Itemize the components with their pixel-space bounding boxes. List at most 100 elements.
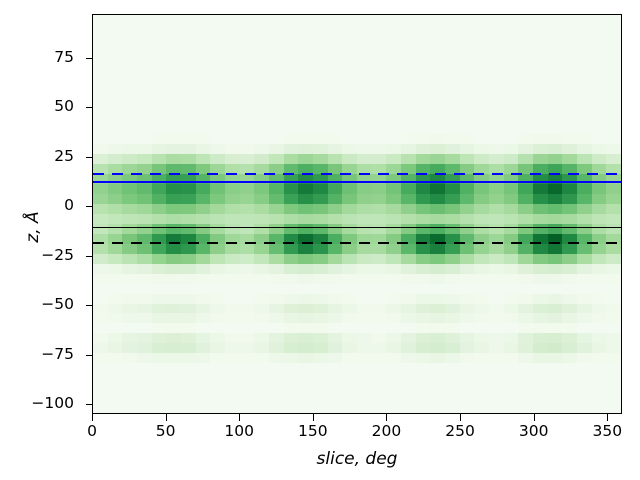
heatmap-cell (371, 144, 387, 155)
heatmap-cell (503, 154, 519, 165)
heatmap-cell (239, 263, 255, 274)
heatmap-cell (298, 104, 313, 115)
heatmap-cell (283, 94, 299, 105)
heatmap-cell (195, 403, 211, 413)
heatmap-cell (166, 363, 181, 374)
heatmap-cell (313, 184, 328, 195)
heatmap-cell (606, 303, 621, 314)
heatmap-cell (181, 15, 196, 25)
heatmap-cell (254, 154, 269, 165)
heatmap-cell (386, 44, 401, 55)
heatmap-cell (283, 293, 299, 304)
heatmap-cell (269, 64, 284, 75)
heatmap-cell (547, 24, 563, 35)
heatmap-cell (181, 333, 196, 344)
heatmap-cell (371, 233, 387, 244)
heatmap-cell (474, 343, 489, 354)
heatmap-cell (225, 84, 240, 95)
heatmap-cell (210, 194, 225, 205)
heatmap-cell (122, 393, 137, 404)
heatmap-cell (371, 154, 387, 165)
heatmap-cell (342, 263, 357, 274)
heatmap-cell (430, 94, 445, 105)
heatmap-cell (474, 223, 489, 234)
heatmap-cell (195, 263, 211, 274)
heatmap-cell (577, 403, 592, 413)
heatmap-cell (474, 154, 489, 165)
heatmap-cell (137, 164, 152, 175)
heatmap-cell (591, 44, 607, 55)
heatmap-cell (210, 383, 225, 394)
heatmap-cell (357, 154, 372, 165)
heatmap-cell (445, 333, 460, 344)
heatmap-cell (547, 84, 563, 95)
heatmap-cell (489, 343, 504, 354)
heatmap-cell (107, 15, 123, 25)
heatmap-cell (386, 223, 401, 234)
heatmap-cell (313, 174, 328, 185)
heatmap-cell (269, 253, 284, 264)
heatmap-cell (181, 54, 196, 65)
heatmap-cell (181, 124, 196, 135)
heatmap-cell (313, 383, 328, 394)
heatmap-cell (518, 373, 533, 384)
heatmap-cell (533, 74, 548, 85)
heatmap-cell (371, 363, 387, 374)
heatmap-cell (342, 154, 357, 165)
heatmap-cell (386, 74, 401, 85)
heatmap-cell (474, 393, 489, 404)
heatmap-cell (445, 373, 460, 384)
heatmap-cell (342, 303, 357, 314)
heatmap-cell (430, 34, 445, 45)
heatmap-cell (591, 303, 607, 314)
heatmap-cell (195, 333, 211, 344)
heatmap-cell (269, 373, 284, 384)
heatmap-cell (415, 174, 431, 185)
heatmap-cell (166, 383, 181, 394)
heatmap-cell (562, 184, 577, 195)
heatmap-cell (577, 164, 592, 175)
heatmap-cell (93, 94, 108, 105)
heatmap-cell (533, 373, 548, 384)
heatmap-cell (606, 263, 621, 274)
heatmap-cell (327, 283, 343, 294)
heatmap-cell (254, 373, 269, 384)
heatmap-cell (547, 403, 563, 413)
heatmap-cell (283, 243, 299, 254)
heatmap-cell (137, 84, 152, 95)
heatmap-cell (313, 233, 328, 244)
heatmap-cell (577, 223, 592, 234)
heatmap-cell (606, 184, 621, 195)
heatmap-cell (239, 154, 255, 165)
heatmap-cell (254, 84, 269, 95)
heatmap-cell (166, 184, 181, 195)
heatmap-cell (137, 74, 152, 85)
heatmap-cell (107, 303, 123, 314)
heatmap-cell (254, 383, 269, 394)
heatmap-cell (254, 343, 269, 354)
heatmap-cell (386, 184, 401, 195)
heatmap-cell (298, 303, 313, 314)
heatmap-cell (195, 383, 211, 394)
heatmap-cell (577, 124, 592, 135)
heatmap-cell (195, 303, 211, 314)
heatmap-cell (518, 313, 533, 324)
heatmap-cell (93, 74, 108, 85)
heatmap-cell (401, 184, 416, 195)
heatmap-cell (239, 283, 255, 294)
heatmap-cell (166, 273, 181, 284)
heatmap-cell (195, 174, 211, 185)
heatmap-cell (166, 283, 181, 294)
heatmap-cell (547, 353, 563, 364)
heatmap-cell (371, 373, 387, 384)
heatmap-cell (591, 194, 607, 205)
heatmap-cell (415, 283, 431, 294)
heatmap-cell (518, 54, 533, 65)
heatmap-cell (474, 283, 489, 294)
heatmap-cell (195, 233, 211, 244)
heatmap-cell (474, 403, 489, 413)
heatmap-cell (386, 124, 401, 135)
heatmap-cell (313, 64, 328, 75)
heatmap-cell (195, 44, 211, 55)
heatmap-cell (122, 134, 137, 145)
